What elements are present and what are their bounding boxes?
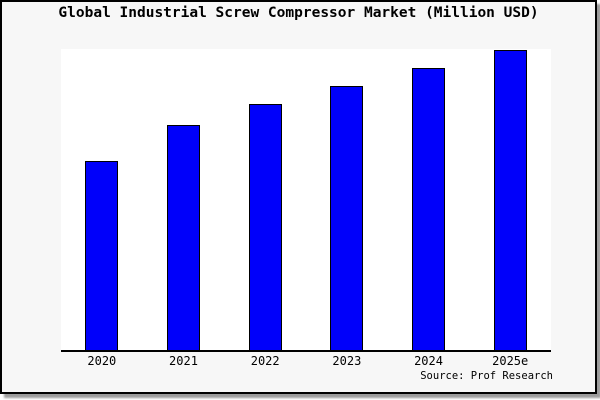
x-axis-tick-labels: 2020 2021 2022 2023 2024 2025e: [61, 354, 551, 368]
x-tick-label-2022: 2022: [250, 354, 280, 368]
x-tick-label-2020: 2020: [87, 354, 117, 368]
bar-slot: [224, 49, 306, 350]
bar-slot: [143, 49, 225, 350]
plot-area: [61, 49, 551, 352]
bar-slot: [61, 49, 143, 350]
x-tick-label-2023: 2023: [332, 354, 362, 368]
bar-slot: [388, 49, 470, 350]
bar-slot: [469, 49, 551, 350]
bar-2025e: [493, 49, 527, 350]
x-tick-label-2025e: 2025e: [492, 354, 529, 368]
x-tick-label-2024: 2024: [414, 354, 443, 368]
bar-2020: [85, 160, 119, 350]
source-credit: Source: Prof Research: [420, 370, 553, 382]
bar-2021: [167, 124, 200, 350]
bar-slot: [306, 49, 388, 350]
bars-container: [61, 49, 551, 350]
bar-2024: [412, 67, 446, 350]
bar-2022: [248, 103, 282, 350]
bar-2023: [330, 85, 364, 350]
x-tick-label-2021: 2021: [169, 354, 198, 368]
chart-title: Global Industrial Screw Compressor Marke…: [58, 5, 539, 21]
